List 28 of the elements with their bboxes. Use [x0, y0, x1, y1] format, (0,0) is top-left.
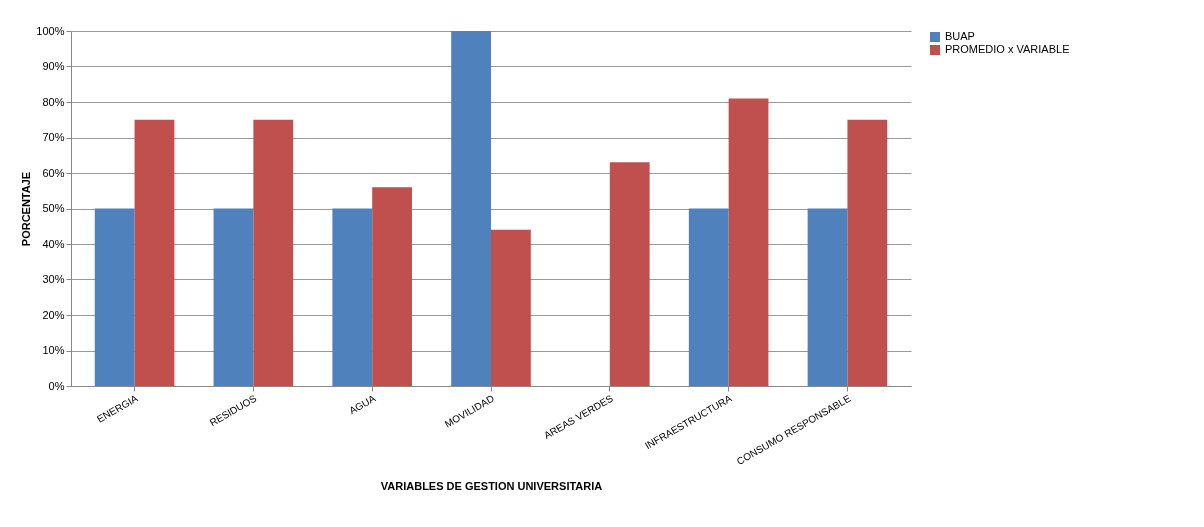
bar — [807, 208, 848, 386]
bar — [253, 119, 294, 386]
y-tick-label: 90% — [42, 60, 65, 72]
y-tick-label: 100% — [36, 24, 65, 37]
y-tick-label: 0% — [48, 379, 65, 392]
bar — [728, 98, 769, 386]
bar — [213, 208, 254, 386]
y-axis-title: PORCENTAJE — [20, 171, 33, 247]
y-tick-label: 50% — [42, 202, 65, 214]
legend-label: BUAP — [945, 30, 975, 42]
y-tick-label: 30% — [42, 273, 65, 285]
bar — [491, 229, 531, 386]
bar — [372, 187, 412, 386]
bar — [847, 119, 888, 386]
y-tick-label: 40% — [42, 237, 65, 250]
bar — [94, 208, 135, 386]
y-tick-label: 10% — [42, 344, 65, 356]
bar — [332, 208, 373, 386]
bar — [451, 31, 491, 386]
y-tick-label: 60% — [42, 166, 65, 179]
bar — [134, 119, 175, 386]
y-tick-label: 20% — [42, 308, 65, 321]
legend-label: PROMEDIO x VARIABLE — [945, 43, 1070, 55]
x-axis-title: VARIABLES DE GESTION UNIVERSITARIA — [380, 479, 603, 492]
bar — [609, 162, 650, 386]
y-tick-label: 80% — [42, 95, 65, 108]
y-tick-label: 70% — [42, 131, 65, 143]
bar — [688, 208, 729, 386]
